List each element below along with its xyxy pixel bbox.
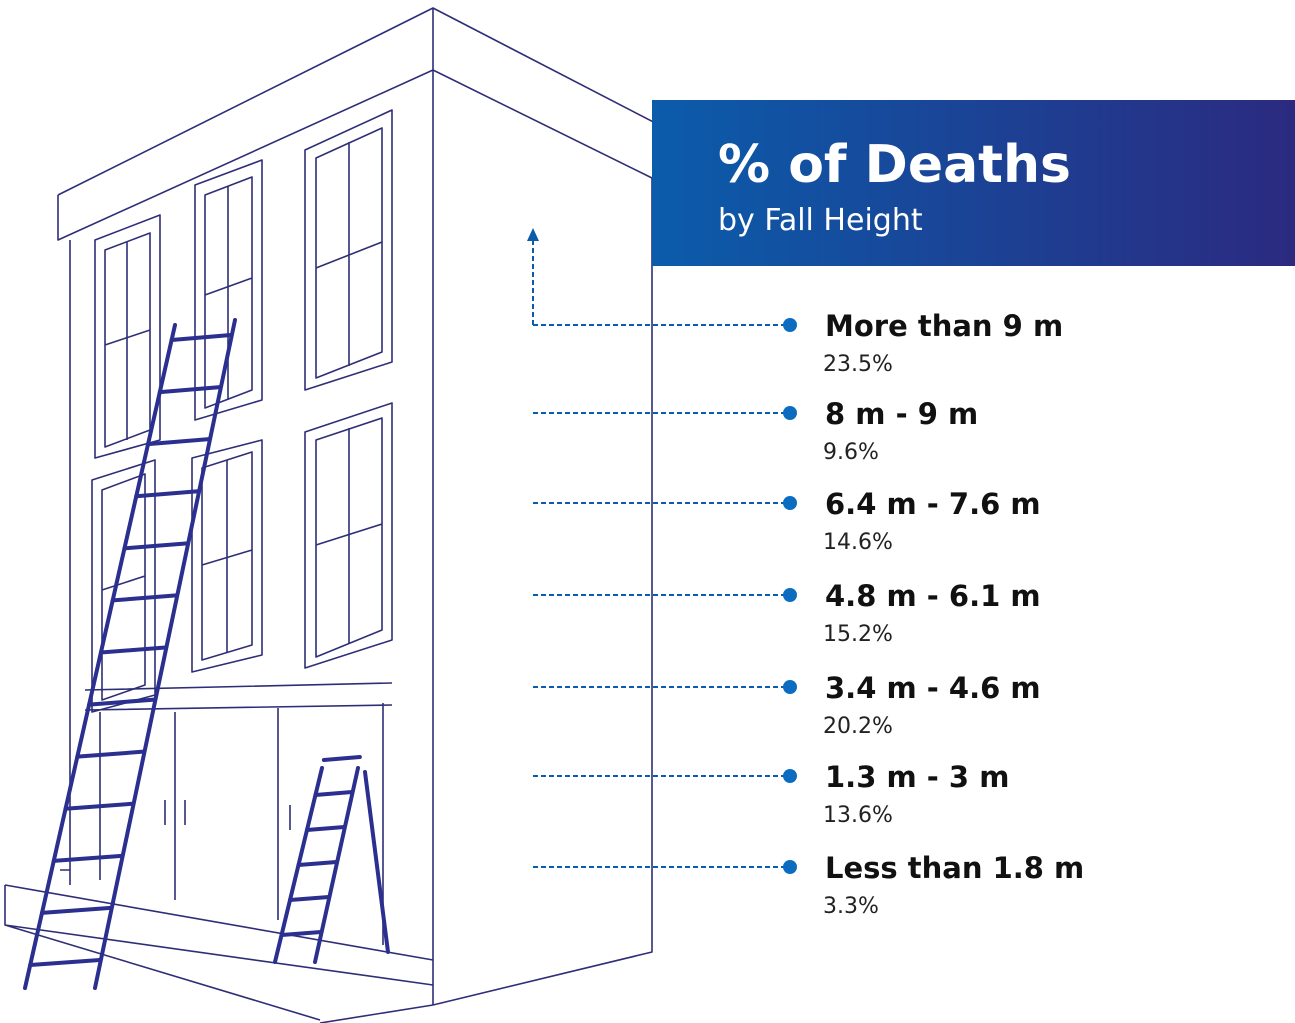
ladder-rung [290,897,329,900]
bullet-dot [783,406,797,420]
ladder-rung [172,335,231,340]
item-label: 6.4 m - 7.6 m [825,487,1041,521]
ladder-rung [54,856,122,861]
item-value: 14.6% [823,530,893,555]
ladder-rung [148,439,209,444]
arrow-head [527,228,539,241]
ladder-rung [124,543,187,548]
subtitle: by Fall Height [718,203,923,238]
windows [92,110,392,712]
ladder-rail [25,320,388,988]
bullet-dot [783,680,797,694]
ladder-rung [77,752,143,757]
item-label: 4.8 m - 6.1 m [825,579,1041,613]
ladder-rung [160,387,220,392]
ladder-rung [324,757,360,760]
item-value: 20.2% [823,714,893,739]
building-sketch [5,8,665,1023]
item-value: 3.3% [823,894,879,919]
page: % of Deaths by Fall Height More than 9 m… [0,0,1295,1023]
ladder-rung [66,804,133,809]
infographic: % of Deaths by Fall Height More than 9 m… [0,0,1295,1023]
ladder-rung [298,862,336,865]
bullet-dot [783,496,797,510]
ladder-rung [30,960,100,965]
ladder-rung [42,908,111,913]
item-value: 15.2% [823,622,893,647]
title: % of Deaths [718,135,1071,195]
item-label: 8 m - 9 m [825,397,978,431]
ladder-rung [282,932,321,935]
ladder-rung [315,792,352,795]
item-label: Less than 1.8 m [825,851,1084,885]
ladder-rung [113,595,177,600]
bullet-dot [783,588,797,602]
item-value: 9.6% [823,440,879,465]
bullet-dot [783,769,797,783]
ladder-rung [307,827,344,830]
legend-list: More than 9 m 23.5% 8 m - 9 m 9.6% 6.4 m - 7… [527,228,1084,919]
base-platform [5,870,433,1020]
ladders [25,320,388,988]
item-label: 3.4 m - 4.6 m [825,671,1041,705]
item-label: More than 9 m [825,309,1063,343]
bullet-dot [783,860,797,874]
item-value: 13.6% [823,803,893,828]
item-label: 1.3 m - 3 m [825,760,1009,794]
item-value: 23.5% [823,352,893,377]
bullet-dot [783,318,797,332]
ladder-rung [89,700,154,705]
